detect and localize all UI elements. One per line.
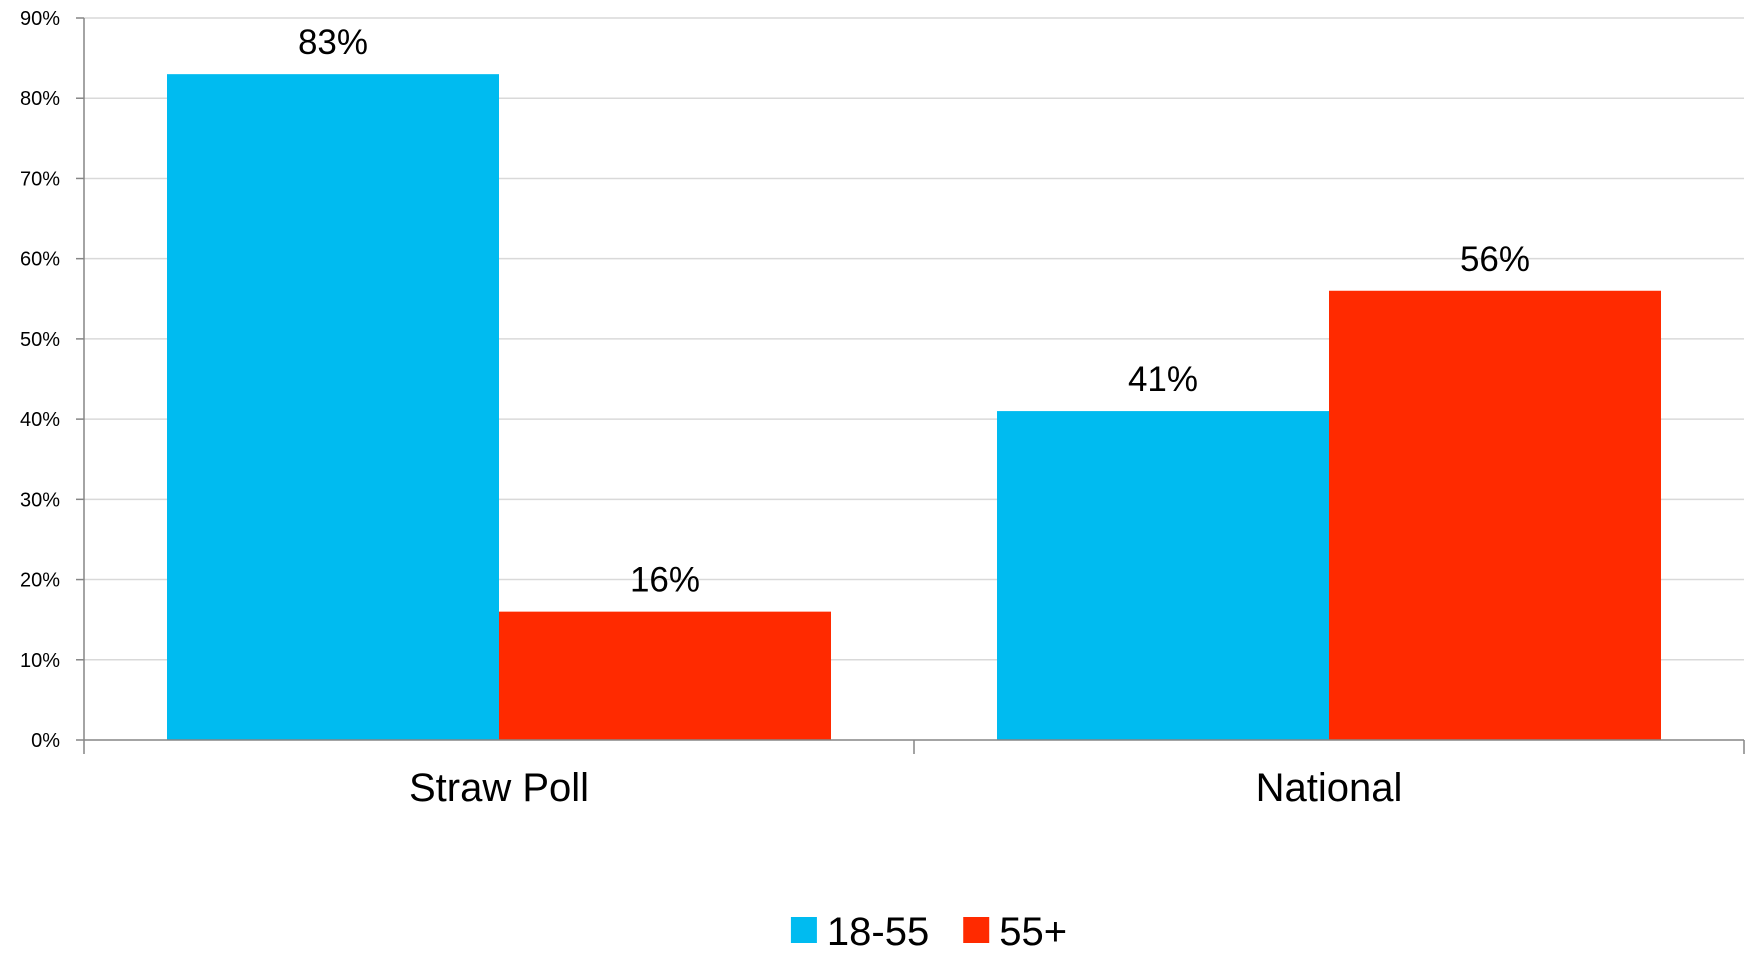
y-tick-label: 20% (20, 570, 60, 592)
legend: 18-55 55+ (790, 910, 1067, 954)
x-tick-label: Straw Poll (409, 766, 589, 810)
data-label: 41% (1128, 360, 1198, 399)
legend-swatch (790, 917, 817, 943)
y-tick-label: 60% (20, 249, 60, 271)
legend-swatch (963, 917, 990, 943)
y-tick-label: 0% (31, 730, 60, 752)
bar-55--national (1329, 290, 1661, 740)
x-tick-label: National (1256, 766, 1403, 810)
data-labels: 83% 16% 41% 56% (298, 23, 1530, 599)
legend-item: 55+ (963, 910, 1067, 954)
bar-18-55-national (997, 411, 1329, 740)
y-tick-label: 70% (20, 168, 60, 190)
y-tick-label: 80% (20, 88, 60, 110)
legend-label: 55+ (999, 910, 1067, 954)
y-tick-label: 90% (20, 8, 60, 30)
data-label: 56% (1460, 240, 1530, 279)
y-tick-label: 40% (20, 409, 60, 431)
y-tick-label: 50% (20, 329, 60, 351)
bar-18-55-straw-poll (167, 74, 499, 740)
bar-55--straw-poll (499, 611, 831, 740)
y-axis: 0% 10% 20% 30% 40% 50% 60% 70% 80% 90% (20, 8, 85, 752)
data-label: 16% (630, 561, 700, 600)
y-tick-label: 10% (20, 650, 60, 672)
bars (167, 74, 1661, 740)
x-axis: Straw Poll National (83, 739, 1745, 810)
data-label: 83% (298, 23, 368, 62)
legend-label: 18-55 (827, 910, 929, 954)
y-tick-label: 30% (20, 489, 60, 511)
legend-item: 18-55 (790, 910, 929, 954)
